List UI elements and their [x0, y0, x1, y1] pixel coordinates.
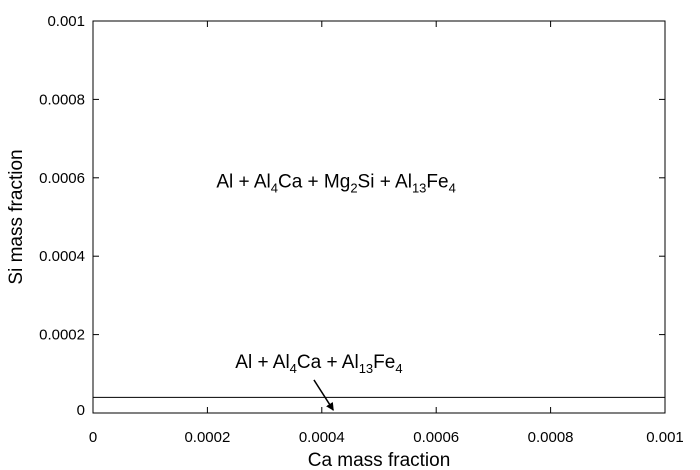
y-axis-ticks: 0 0.0002 0.0004 0.0006 0.0008 0.001: [39, 13, 665, 419]
y-axis-title: Si mass fraction: [6, 149, 27, 284]
annotation-layer: Al + Al4Ca + Mg2Si + Al13Fe4 Al + Al4Ca +…: [216, 172, 456, 411]
x-axis-ticks: 0 0.0002 0.0004 0.0006 0.0008 0.001: [89, 21, 684, 446]
phase-region-label: Al + Al4Ca + Al13Fe4: [235, 352, 402, 376]
x-tick-label: 0: [89, 429, 97, 446]
y-tick-label: 0: [77, 402, 85, 419]
y-tick-label: 0.0002: [39, 327, 85, 344]
x-axis-title: Ca mass fraction: [308, 450, 451, 470]
annotation-arrow: [313, 379, 334, 411]
y-tick-label: 0.0008: [39, 91, 85, 108]
x-tick-label: 0.001: [646, 429, 684, 446]
y-tick-label: 0.0006: [39, 170, 85, 187]
x-tick-label: 0.0004: [299, 429, 345, 446]
plot-frame: [92, 20, 666, 414]
phase-region-label: Al + Al4Ca + Mg2Si + Al13Fe4: [216, 172, 456, 196]
x-tick-label: 0.0002: [184, 429, 230, 446]
x-tick-label: 0.0008: [528, 429, 574, 446]
y-tick-label: 0.001: [47, 13, 85, 30]
x-tick-label: 0.0006: [413, 429, 459, 446]
y-tick-label: 0.0004: [39, 248, 85, 265]
